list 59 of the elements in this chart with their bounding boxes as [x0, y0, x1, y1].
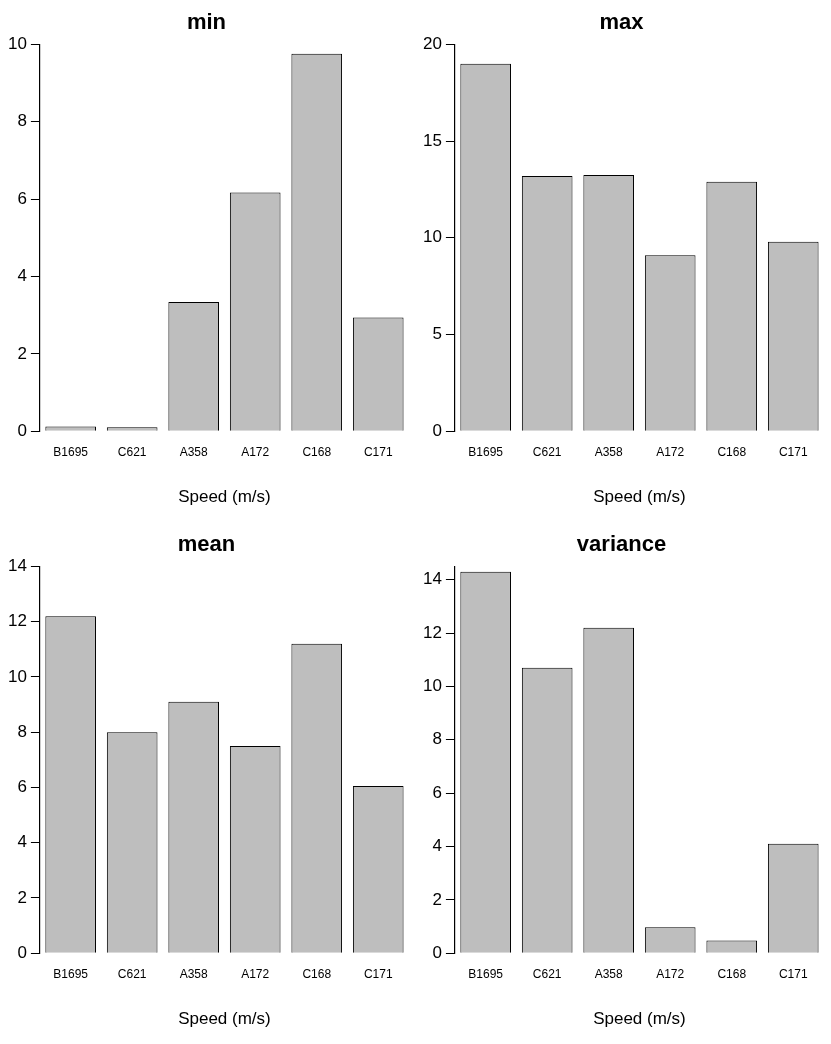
y-tick-label: 12	[422, 622, 442, 642]
y-tick-label: 0	[17, 420, 27, 440]
x-tick-label: A358	[179, 966, 209, 981]
x-tick-label: C621	[117, 966, 147, 981]
y-tick-label: 10	[422, 227, 442, 247]
y-tick-label: 0	[432, 420, 442, 440]
x-tick-label: B1695	[53, 444, 89, 459]
y-tick-label: 12	[7, 611, 27, 631]
y-tick-label: 4	[432, 836, 442, 856]
y-tick-label: 8	[17, 721, 27, 741]
x-tick-label: C171	[778, 966, 808, 981]
y-tick-label: 10	[422, 676, 442, 696]
y-tick-label: 2	[432, 889, 442, 909]
x-tick-label: A172	[241, 444, 270, 459]
y-tick-label: 14	[422, 569, 442, 589]
x-tick-label: C621	[117, 444, 147, 459]
y-tick-label: 4	[17, 266, 27, 286]
x-tick-label: C621	[532, 966, 562, 981]
x-axis-title: Speed (m/s)	[593, 487, 686, 507]
y-tick-label: 15	[422, 130, 442, 150]
x-tick-label: C168	[302, 966, 332, 981]
y-tick-label: 6	[432, 782, 442, 802]
y-tick-label: 2	[17, 887, 27, 907]
y-tick-label: 2	[17, 343, 27, 363]
y-tick-label: 8	[432, 729, 442, 749]
x-tick-label: A172	[656, 444, 685, 459]
chart-title: min	[186, 9, 227, 35]
y-tick-label: 10	[7, 666, 27, 686]
y-tick-label: 6	[17, 777, 27, 797]
x-tick-label: B1695	[53, 966, 89, 981]
x-tick-label: A172	[241, 966, 270, 981]
chart-title: variance	[576, 531, 667, 557]
x-tick-label: B1695	[468, 444, 504, 459]
y-tick-label: 0	[432, 942, 442, 962]
y-tick-label: 20	[422, 34, 442, 54]
y-tick-label: 14	[7, 556, 27, 576]
x-tick-label: C621	[532, 444, 562, 459]
x-tick-label: C168	[717, 444, 747, 459]
chart-title: max	[599, 9, 645, 35]
y-tick-label: 0	[17, 942, 27, 962]
x-tick-label: C168	[302, 444, 332, 459]
y-tick-label: 4	[17, 832, 27, 852]
x-axis-title: Speed (m/s)	[178, 487, 271, 507]
x-tick-label: C171	[363, 966, 393, 981]
x-tick-label: C171	[778, 444, 808, 459]
y-tick-label: 10	[7, 34, 27, 54]
x-tick-label: C168	[717, 966, 747, 981]
x-tick-label: A358	[179, 444, 209, 459]
chart-title: mean	[177, 531, 236, 557]
y-tick-label: 5	[432, 324, 442, 344]
x-tick-label: A358	[594, 966, 624, 981]
x-axis-title: Speed (m/s)	[178, 1009, 271, 1029]
y-tick-label: 8	[17, 111, 27, 131]
x-tick-label: B1695	[468, 966, 504, 981]
x-axis-title: Speed (m/s)	[593, 1009, 686, 1029]
x-tick-label: A358	[594, 444, 624, 459]
x-tick-label: C171	[363, 444, 393, 459]
y-tick-label: 6	[17, 188, 27, 208]
x-tick-label: A172	[656, 966, 685, 981]
